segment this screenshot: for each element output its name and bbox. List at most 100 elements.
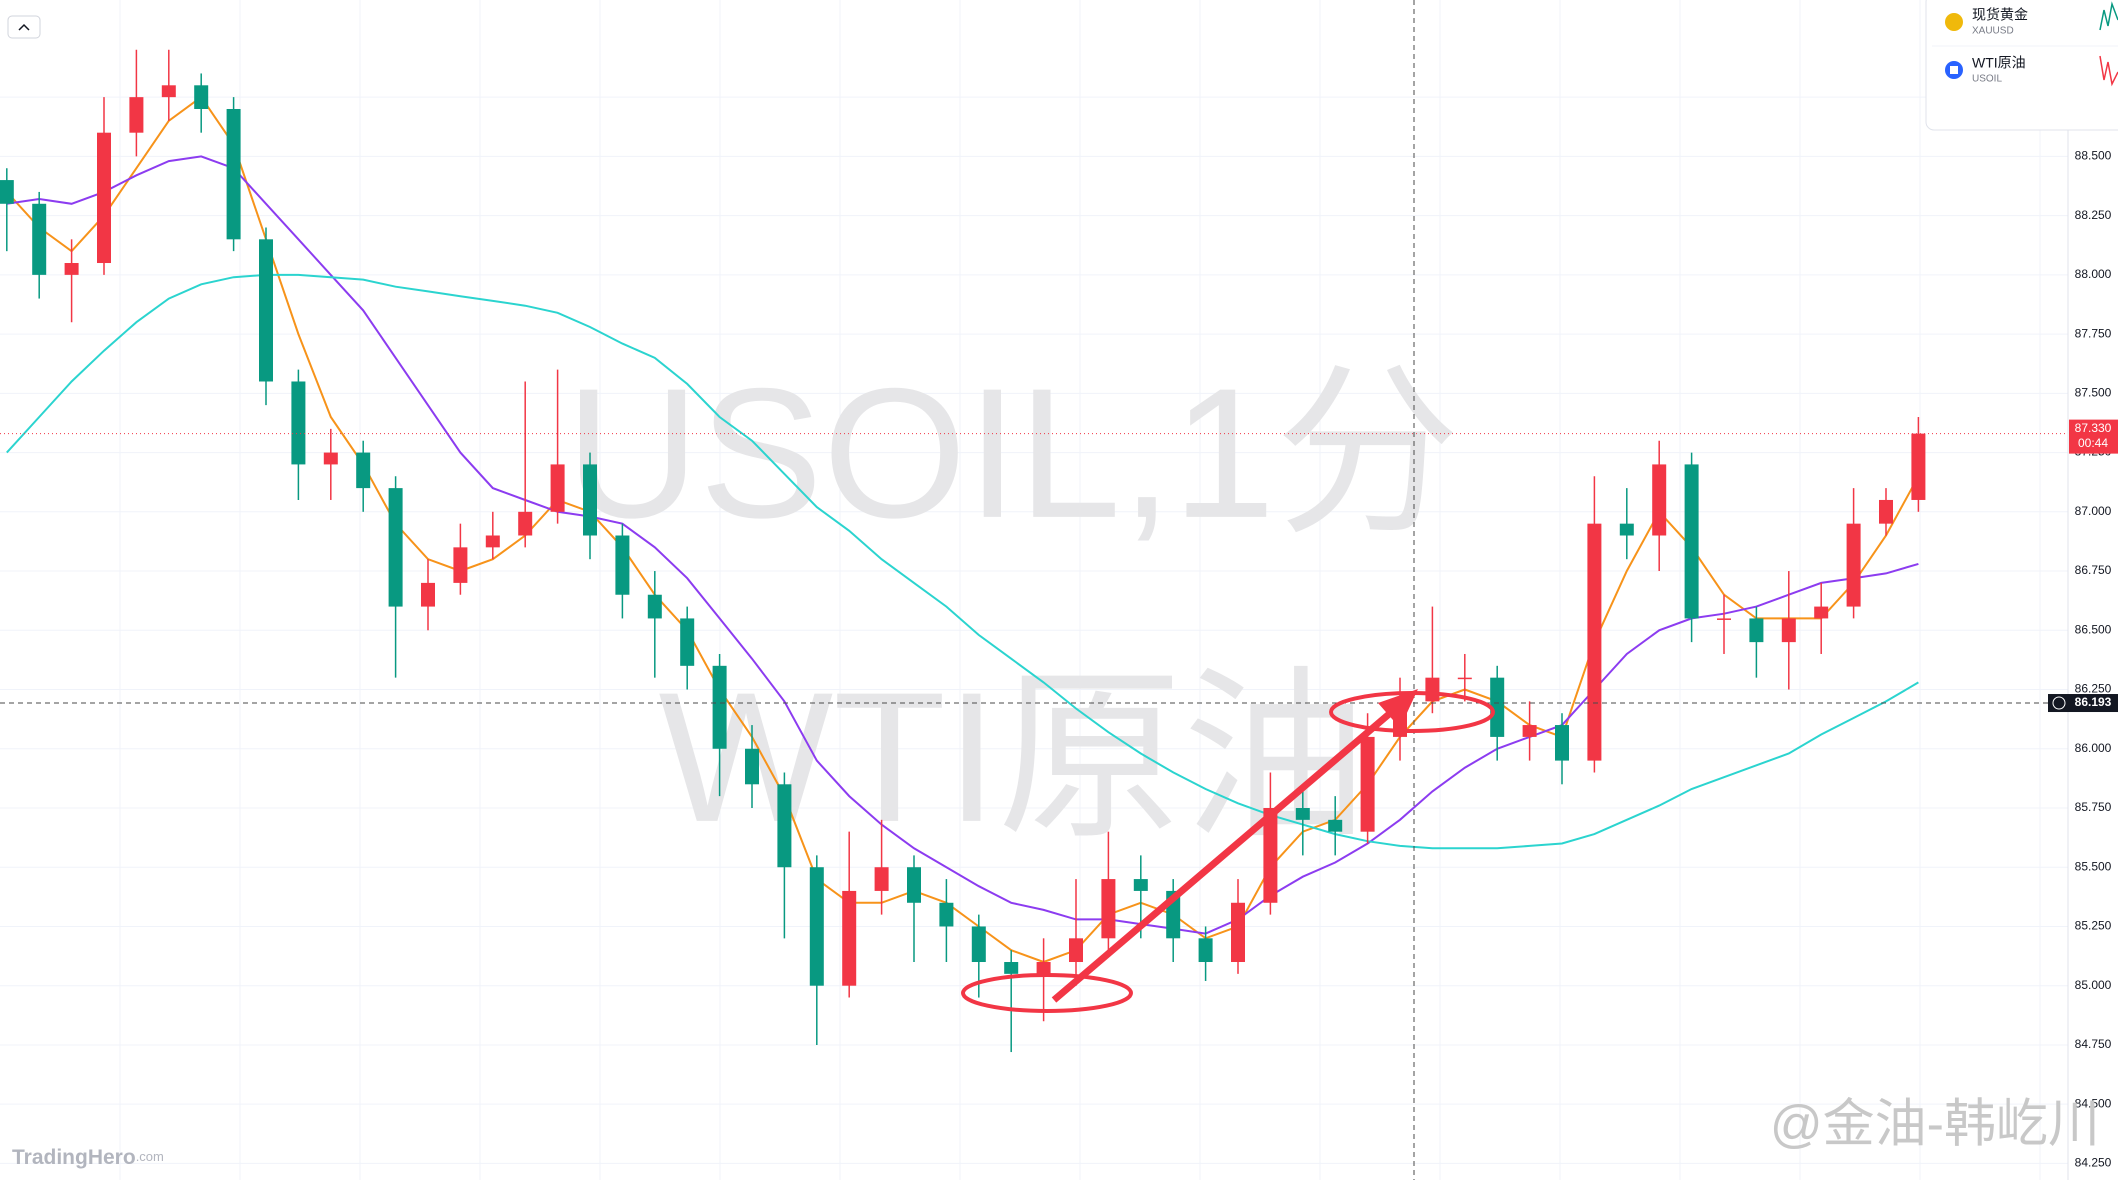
y-tick-label: 86.750 <box>2075 563 2112 577</box>
y-tick-label: 87.000 <box>2075 504 2112 518</box>
candle-body <box>194 85 209 109</box>
last-price-box <box>2069 419 2118 454</box>
y-tick-label: 88.250 <box>2075 208 2112 222</box>
candle-body <box>291 381 306 465</box>
moving-average <box>6 273 1919 850</box>
candle-body <box>1457 677 1472 680</box>
plot <box>0 0 2068 1180</box>
candle-body <box>1619 523 1634 536</box>
y-tick-label: 86.250 <box>2075 682 2112 696</box>
countdown: 00:44 <box>2078 436 2108 450</box>
crosshair-box <box>2048 694 2118 713</box>
highlight-ellipse <box>961 973 1133 1013</box>
y-tick-label: 88.500 <box>2075 149 2112 163</box>
candle-body <box>259 239 273 382</box>
candle-body <box>485 535 500 548</box>
candle-body <box>129 97 144 133</box>
logo: TradingHero.com <box>12 1146 164 1169</box>
candle-body <box>842 890 857 986</box>
candle-body <box>1360 736 1375 832</box>
candle-body <box>647 594 662 619</box>
candle-body <box>388 488 403 607</box>
symbol-name[interactable]: WTI原油 <box>1972 55 2026 71</box>
candle-body <box>1879 499 1893 524</box>
y-tick-label: 87.750 <box>2075 326 2112 340</box>
sparkline <box>2099 55 2118 87</box>
candle-body <box>1749 618 1764 643</box>
credit: @金油-韩屹川 <box>1770 1096 2100 1154</box>
y-tick-label: 86.500 <box>2075 622 2112 636</box>
candle-body <box>939 902 954 927</box>
symbol-icon <box>1945 13 1963 31</box>
collapse-button[interactable] <box>7 15 41 39</box>
candle-body <box>1231 902 1245 963</box>
watermark: USOIL,1分 <box>566 351 1460 557</box>
annotation <box>961 689 1495 1013</box>
candle-body <box>1522 725 1537 737</box>
candle-body <box>1295 807 1310 820</box>
y-tick-label: 85.250 <box>2075 919 2112 933</box>
candle-body <box>809 867 824 986</box>
candle-body <box>1490 677 1505 737</box>
crosshair-label: 86.193 <box>2075 695 2112 709</box>
last-price-label: 87.330 <box>2075 421 2112 435</box>
candle-body <box>1263 807 1278 903</box>
candle-body <box>1555 725 1569 761</box>
candle-body <box>356 452 371 489</box>
logo-name: TradingHero <box>12 1146 136 1169</box>
candle-body <box>550 464 565 512</box>
y-tick-label: 88.000 <box>2075 267 2112 281</box>
candle-body <box>712 665 727 749</box>
candle-body <box>777 784 792 868</box>
watchlist-panel <box>1925 0 2118 131</box>
symbol-code: XAUUSD <box>1972 26 2014 37</box>
y-tick-label: 85.500 <box>2075 859 2112 873</box>
candle-body <box>1036 962 1051 974</box>
collapse-icon <box>18 23 30 31</box>
y-tick-label: 86.000 <box>2075 741 2112 755</box>
price-axis <box>2068 0 2118 1180</box>
candle-body <box>1846 523 1861 607</box>
symbol-icon-inner <box>1950 66 1958 74</box>
symbol-name[interactable]: 现货黄金 <box>1972 7 2028 23</box>
candle-body <box>0 180 14 204</box>
candle-body <box>1814 606 1829 619</box>
candle-body <box>1328 819 1343 832</box>
candle-body <box>421 582 435 607</box>
candle-body <box>874 867 889 891</box>
crosshair-plus <box>2052 696 2066 710</box>
candle-body <box>1069 938 1083 963</box>
y-tick-label: 85.750 <box>2075 800 2112 814</box>
y-tick-label: 84.250 <box>2075 1156 2112 1170</box>
candle-body <box>971 926 986 963</box>
candle-body <box>615 535 630 595</box>
candle-body <box>1911 433 1926 500</box>
candle-body <box>745 748 759 785</box>
candle-body <box>97 132 111 264</box>
logo-suffix: .com <box>136 1149 164 1164</box>
watchlist: 现货黄金 XAUUSD WTI原油 USOIL <box>1925 0 2118 131</box>
candle-body <box>453 547 468 583</box>
candle-body <box>1004 962 1019 974</box>
candle-body <box>1425 677 1440 702</box>
candle-body <box>907 867 921 903</box>
grid <box>0 0 2068 1180</box>
candle-body <box>518 511 533 536</box>
candle-body <box>32 203 47 275</box>
arrow-head <box>1378 689 1418 728</box>
y-tick-label: 84.500 <box>2075 1096 2112 1110</box>
arrow <box>1051 706 1398 1003</box>
candle-body <box>161 85 176 98</box>
candle-body <box>1133 879 1148 891</box>
candle-body <box>323 452 338 465</box>
candle-body <box>1198 938 1213 963</box>
candle-body <box>1587 523 1602 761</box>
candle-body <box>583 464 597 536</box>
y-tick-label: 85.000 <box>2075 978 2112 992</box>
symbol-code: USOIL <box>1972 74 2002 85</box>
candle-body <box>64 263 79 275</box>
candle-body <box>1101 879 1116 939</box>
watermark: WTI原油 <box>658 655 1367 861</box>
y-tick-label: 87.500 <box>2075 386 2112 400</box>
